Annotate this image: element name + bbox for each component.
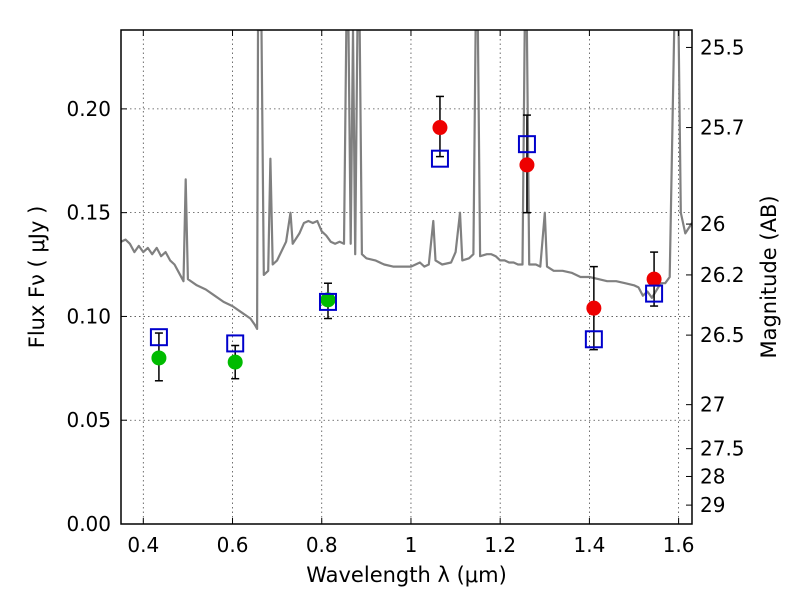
y2-tick-label: 26.2 (700, 263, 745, 287)
data-point-circle (519, 157, 535, 173)
data-point-circle (432, 120, 448, 136)
spectrum-path (121, 30, 692, 330)
data-point-circle (320, 292, 336, 308)
x-tick-label: 0.6 (217, 533, 249, 557)
data-point-circle (227, 354, 243, 370)
y-tick-label: 0.20 (66, 97, 111, 121)
data-point-square (149, 328, 168, 347)
data-point-square (645, 284, 664, 303)
y2-tick-label: 26.5 (700, 323, 745, 347)
x-tick-label: 0.8 (306, 533, 338, 557)
x-tick-label: 0.4 (127, 533, 159, 557)
y2-tick-label: 25.5 (700, 35, 745, 59)
y2-tick-label: 29 (700, 493, 725, 517)
y2-tick-label: 25.7 (700, 116, 745, 140)
data-point-square (584, 330, 603, 349)
spectrum-line (121, 30, 692, 330)
x-tick-label: 1.6 (663, 533, 695, 557)
data-point-square (226, 334, 245, 353)
data-point-circle (646, 271, 662, 287)
data-markers (149, 95, 664, 382)
data-point-square (430, 149, 449, 168)
y2-tick-label: 26 (700, 212, 725, 236)
y2-tick-label: 27.5 (700, 437, 745, 461)
x-tick-label: 1.4 (573, 533, 605, 557)
x-tick-label: 1 (405, 533, 418, 557)
grid-lines (121, 30, 692, 525)
y2-tick-label: 28 (700, 464, 725, 488)
y-tick-label: 0.10 (66, 304, 111, 328)
y-axis-label: Flux Fν ( μJy ) (25, 206, 49, 349)
y-tick-label: 0.15 (66, 201, 111, 225)
axis-ticks: 0.4 0.6 0.8 1 1.2 1.4 1.6 0.00 0.05 0.10 0.15 0.20 2… (66, 30, 745, 557)
x-tick-label: 1.2 (484, 533, 516, 557)
data-point-circle (586, 300, 602, 316)
y2-axis-label: Magnitude (AB) (757, 195, 781, 358)
data-point-square (517, 135, 536, 154)
plot-frame (120, 29, 693, 525)
y-tick-label: 0.00 (66, 512, 111, 536)
x-axis-label: Wavelength λ (μm) (306, 563, 507, 587)
y-tick-label: 0.05 (66, 408, 111, 432)
data-point-circle (151, 350, 167, 366)
data-point-square (318, 292, 337, 311)
y2-tick-label: 27 (700, 393, 725, 417)
